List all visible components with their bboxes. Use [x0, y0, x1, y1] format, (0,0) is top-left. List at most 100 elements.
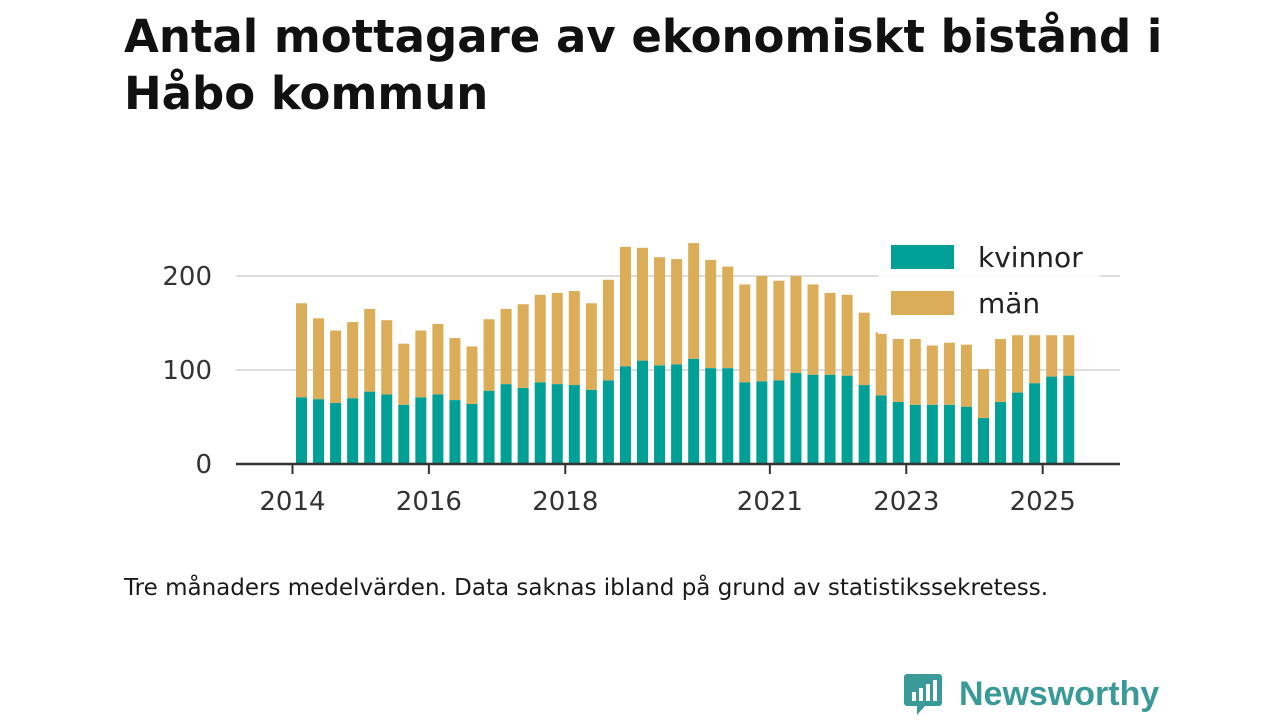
bar-kvinnor: [722, 368, 734, 464]
bar-kvinnor: [960, 406, 972, 464]
bar-kvinnor: [790, 372, 802, 464]
bar-kvinnor: [671, 364, 683, 464]
bar-kvinnor: [909, 404, 921, 464]
bar-man: [364, 308, 376, 392]
bar-man: [534, 294, 546, 383]
bar-man: [432, 323, 444, 395]
newsworthy-logo[interactable]: Newsworthy: [903, 670, 1159, 718]
bar-kvinnor: [619, 366, 631, 464]
bar-kvinnor: [875, 395, 887, 464]
bar-man: [500, 308, 512, 385]
bar-kvinnor: [313, 399, 325, 464]
x-tick-label: 2018: [532, 487, 598, 517]
bar-man: [858, 312, 870, 386]
chart-caption: Tre månaders medelvärden. Data saknas ib…: [124, 575, 1049, 601]
chart-title: Antal mottagare av ekonomiskt bistånd i …: [124, 10, 1163, 120]
bar-man: [909, 338, 921, 405]
bar-man: [739, 284, 751, 383]
bar-man: [398, 343, 410, 405]
bar-kvinnor: [688, 358, 700, 464]
bar-kvinnor: [330, 402, 342, 464]
y-tick-label: 0: [195, 450, 212, 480]
bar-kvinnor: [1046, 376, 1058, 464]
bar-man: [892, 338, 904, 402]
bar-kvinnor: [602, 380, 614, 464]
bar-kvinnor: [1029, 383, 1041, 464]
bar-kvinnor: [654, 365, 666, 464]
bar-man: [926, 345, 938, 405]
bar-man: [875, 332, 887, 396]
bar-kvinnor: [841, 375, 853, 464]
x-tick-label: 2023: [873, 487, 939, 517]
bar-kvinnor: [534, 382, 546, 464]
x-tick-label: 2016: [396, 487, 462, 517]
bar-kvinnor: [517, 387, 529, 464]
y-axis-ticks: 0 100 200: [162, 262, 212, 480]
bar-man: [654, 257, 666, 366]
bar-man: [415, 330, 427, 398]
bar-kvinnor: [978, 417, 989, 464]
bar-man: [1029, 335, 1041, 384]
bar-kvinnor: [585, 389, 597, 464]
bar-man: [1063, 335, 1075, 376]
bar-kvinnor: [892, 401, 904, 464]
bar-man: [807, 284, 819, 375]
legend: kvinnor män: [878, 234, 1100, 334]
bar-man: [347, 322, 359, 399]
bar-man: [602, 279, 614, 381]
legend-swatch: [891, 245, 954, 269]
legend-swatch: [891, 291, 954, 315]
bar-kvinnor: [705, 368, 717, 464]
bar-kvinnor: [756, 381, 768, 464]
bar-kvinnor: [466, 403, 478, 464]
bar-kvinnor: [773, 380, 785, 464]
newsworthy-logo-icon: [904, 674, 942, 715]
newsworthy-logo-text: Newsworthy: [959, 674, 1160, 713]
bar-man: [551, 292, 563, 385]
bar-kvinnor: [483, 390, 495, 464]
bar-man: [568, 291, 580, 386]
bar-man: [995, 338, 1007, 402]
bar-man: [790, 276, 802, 373]
bar-kvinnor: [568, 385, 580, 464]
stacked-bar-chart: 0 100 200 2014 2016 2018 2021 2023 2025 kvinnor…: [162, 234, 1120, 517]
bar-man: [330, 330, 342, 403]
bar-kvinnor: [415, 397, 427, 464]
y-tick-label: 100: [162, 356, 212, 386]
bar-man: [483, 319, 495, 391]
bar-man: [688, 243, 700, 359]
bar-man: [296, 303, 307, 398]
bar-man: [381, 320, 393, 395]
x-tick-label: 2021: [737, 487, 803, 517]
bar-kvinnor: [500, 384, 512, 464]
bar-kvinnor: [381, 394, 393, 464]
bars: [296, 243, 1075, 464]
bar-kvinnor: [926, 404, 938, 464]
bar-kvinnor: [1012, 392, 1024, 464]
legend-label: kvinnor: [978, 241, 1083, 274]
bar-man: [517, 304, 529, 388]
bar-man: [671, 259, 683, 365]
bar-man: [619, 246, 631, 367]
x-axis-ticks: 2014 2016 2018 2021 2023 2025: [259, 464, 1076, 517]
bar-man: [466, 346, 478, 404]
bar-kvinnor: [296, 397, 307, 464]
bar-man: [637, 247, 648, 361]
bar-man: [978, 369, 989, 418]
bar-man: [841, 294, 853, 376]
bar-man: [943, 342, 955, 405]
bar-kvinnor: [432, 394, 444, 464]
bar-man: [756, 276, 768, 382]
legend-label: män: [978, 287, 1040, 320]
bar-kvinnor: [995, 401, 1007, 464]
bar-man: [1046, 335, 1058, 377]
bar-kvinnor: [551, 384, 563, 464]
bar-man: [824, 292, 836, 375]
bar-kvinnor: [943, 404, 955, 464]
bar-kvinnor: [739, 382, 751, 464]
bar-kvinnor: [347, 398, 359, 464]
bar-kvinnor: [637, 360, 648, 464]
x-tick-label: 2014: [259, 487, 325, 517]
bar-kvinnor: [858, 385, 870, 464]
bar-man: [585, 303, 597, 390]
